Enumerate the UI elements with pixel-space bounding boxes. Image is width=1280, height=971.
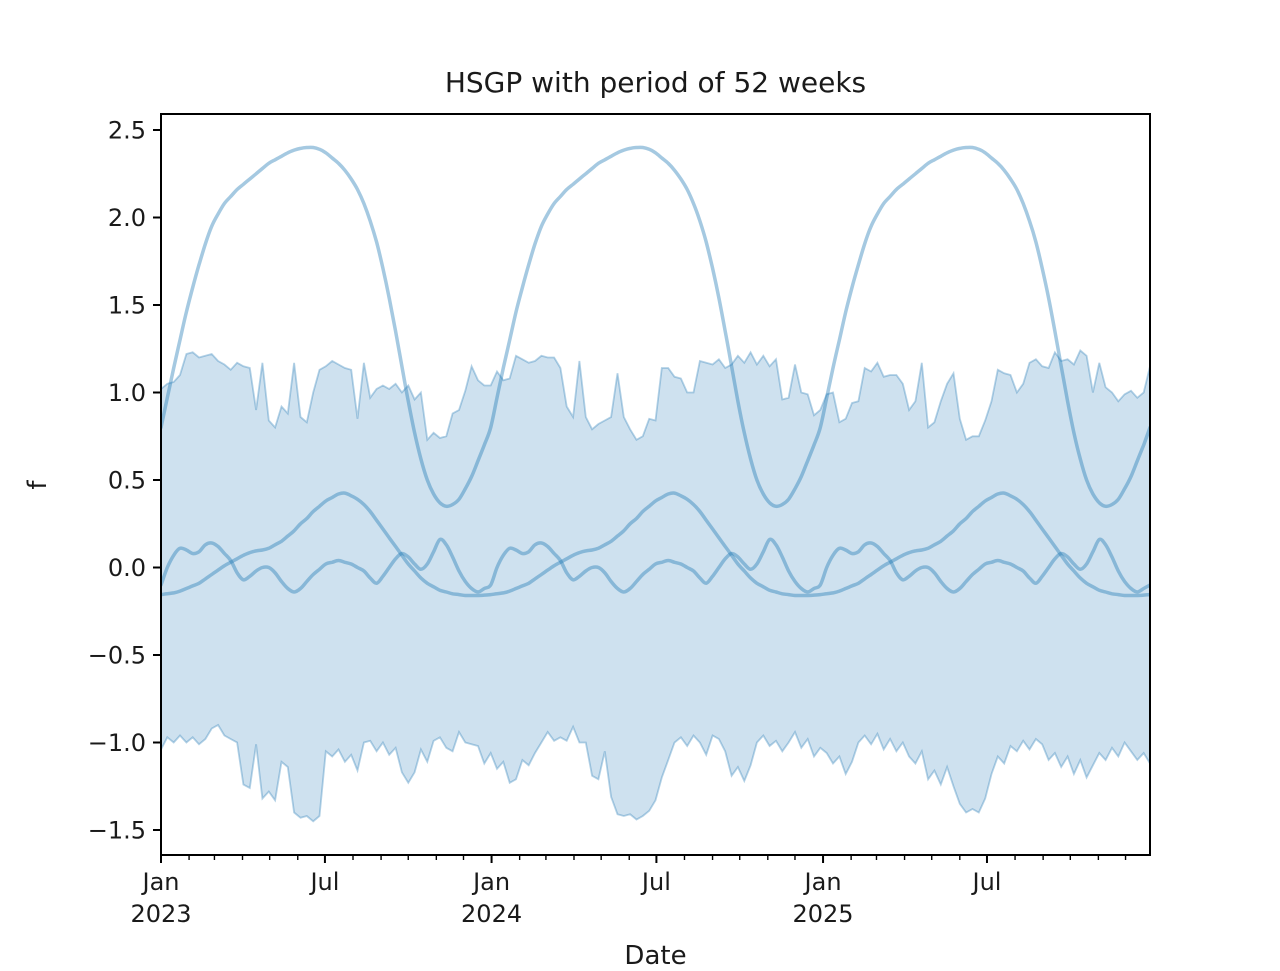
x-axis-label: Date <box>624 941 687 971</box>
y-tick-label: −0.5 <box>88 642 146 670</box>
x-tick-label-month: Jan <box>471 868 510 896</box>
x-tick-label-year: 2023 <box>130 900 191 928</box>
y-tick-label: 1.0 <box>108 379 146 407</box>
y-tick-label: 0.0 <box>108 554 146 582</box>
x-tick-label-month: Jul <box>970 868 1001 896</box>
y-tick-label: −1.0 <box>88 729 146 757</box>
x-tick-label-month: Jan <box>141 868 180 896</box>
chart-title: HSGP with period of 52 weeks <box>444 66 867 99</box>
x-tick-label-year: 2024 <box>461 900 522 928</box>
y-tick-label: 0.5 <box>108 467 146 495</box>
y-tick-label: 2.0 <box>108 204 146 232</box>
hdi-band-lower-edge <box>161 723 1150 823</box>
x-tick-label-month: Jan <box>803 868 842 896</box>
x-tick-label-year: 2025 <box>793 900 854 928</box>
y-tick-label: 2.5 <box>108 117 146 145</box>
y-axis-label: f <box>23 480 53 490</box>
x-tick-label-month: Jul <box>640 868 671 896</box>
sample-curve-sample-1-large <box>161 145 1150 509</box>
x-tick-label-month: Jul <box>308 868 339 896</box>
sample-curve-sample-3-wiggly <box>161 537 1150 594</box>
hdi-band-upper-edge <box>161 349 1150 442</box>
sample-curve-sample-2-medium <box>161 491 1150 598</box>
hdi-band <box>161 350 1150 822</box>
y-tick-label: −1.5 <box>88 817 146 845</box>
y-tick-label: 1.5 <box>108 292 146 320</box>
